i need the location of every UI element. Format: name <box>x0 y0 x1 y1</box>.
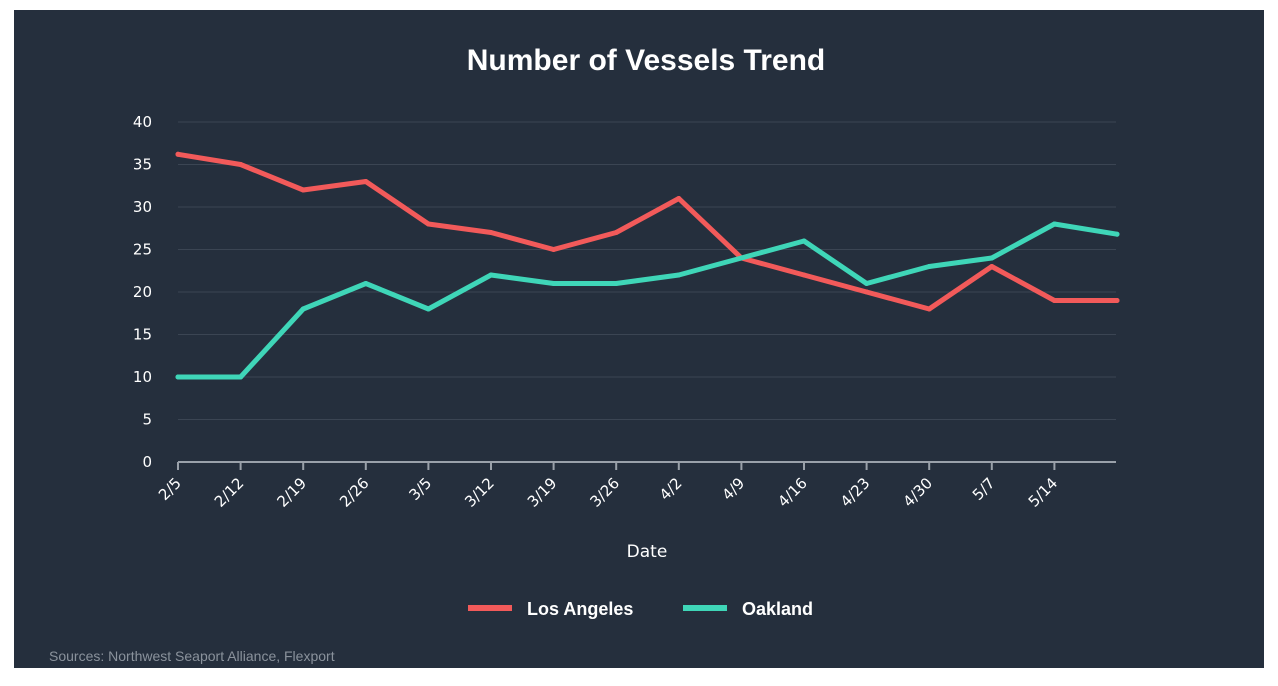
legend-label-0: Los Angeles <box>527 599 633 619</box>
series-line-1 <box>175 221 1120 380</box>
chart-panel <box>14 10 1264 668</box>
data-point <box>864 289 870 295</box>
data-point <box>551 247 557 252</box>
y-tick-label: 10 <box>133 368 152 386</box>
x-tick-label: 2/12 <box>211 474 248 511</box>
data-point <box>676 272 682 278</box>
x-tick-label: 4/9 <box>718 474 748 504</box>
x-tick-label: 2/26 <box>336 474 373 511</box>
y-tick-label: 0 <box>142 453 152 471</box>
x-tick-label: 2/5 <box>155 474 185 504</box>
data-point <box>363 179 369 184</box>
data-point <box>1051 298 1057 303</box>
data-point <box>175 151 181 157</box>
data-point <box>363 281 369 286</box>
data-point <box>300 306 306 312</box>
data-point <box>926 264 932 269</box>
data-point <box>551 281 557 286</box>
grid-lines <box>178 121 1116 420</box>
data-point <box>425 221 431 227</box>
data-point <box>1114 298 1120 303</box>
x-axis-title: Date <box>627 542 668 562</box>
data-point <box>801 238 807 244</box>
y-tick-label: 15 <box>133 326 152 344</box>
data-point <box>989 255 995 261</box>
data-point <box>864 281 870 286</box>
data-point <box>300 187 306 193</box>
y-tick-label: 5 <box>142 411 152 429</box>
y-tick-label: 30 <box>133 198 152 216</box>
series-lines <box>175 151 1120 380</box>
legend-label-1: Oakland <box>742 599 813 619</box>
data-point <box>488 230 494 235</box>
y-tick-label: 40 <box>133 113 152 131</box>
data-point <box>1051 221 1057 227</box>
y-axis-ticks: 0 5 10 15 20 25 30 35 40 <box>133 113 152 471</box>
x-tick-label: 4/16 <box>774 474 811 511</box>
data-point <box>613 281 619 286</box>
data-point <box>613 230 619 235</box>
data-point <box>238 374 244 380</box>
x-tick-label: 3/5 <box>405 474 435 504</box>
x-tick-label: 3/19 <box>524 474 561 511</box>
x-tick-label: 3/26 <box>586 474 623 511</box>
x-tick-label: 5/7 <box>969 474 999 504</box>
y-tick-label: 20 <box>133 283 152 301</box>
x-tick-label: 3/12 <box>461 474 498 511</box>
legend: Los Angeles Oakland <box>468 599 813 619</box>
source-note: Sources: Northwest Seaport Alliance, Fle… <box>49 648 335 664</box>
data-point <box>801 272 807 278</box>
x-tick-label: 4/2 <box>656 474 686 504</box>
y-tick-label: 25 <box>133 241 152 259</box>
data-point <box>175 374 181 380</box>
data-point <box>926 306 932 312</box>
data-point <box>425 306 431 312</box>
data-point <box>1114 231 1120 237</box>
y-tick-label: 35 <box>133 156 152 174</box>
data-point <box>989 264 995 269</box>
x-tick-label: 2/19 <box>273 474 310 511</box>
data-point <box>488 272 494 278</box>
x-axis: 2/5 2/12 2/19 2/26 3/5 3/12 3/19 3/26 4/2 4/9 4/16… <box>155 461 1116 511</box>
x-tick-label: 5/14 <box>1025 474 1062 511</box>
series-line-0 <box>175 151 1120 312</box>
data-point <box>676 196 682 201</box>
chart-title: Number of Vessels Trend <box>466 44 826 77</box>
data-point <box>738 255 744 261</box>
data-point <box>238 162 244 167</box>
x-tick-label: 4/23 <box>837 474 874 511</box>
x-tick-label: 4/30 <box>899 474 936 511</box>
